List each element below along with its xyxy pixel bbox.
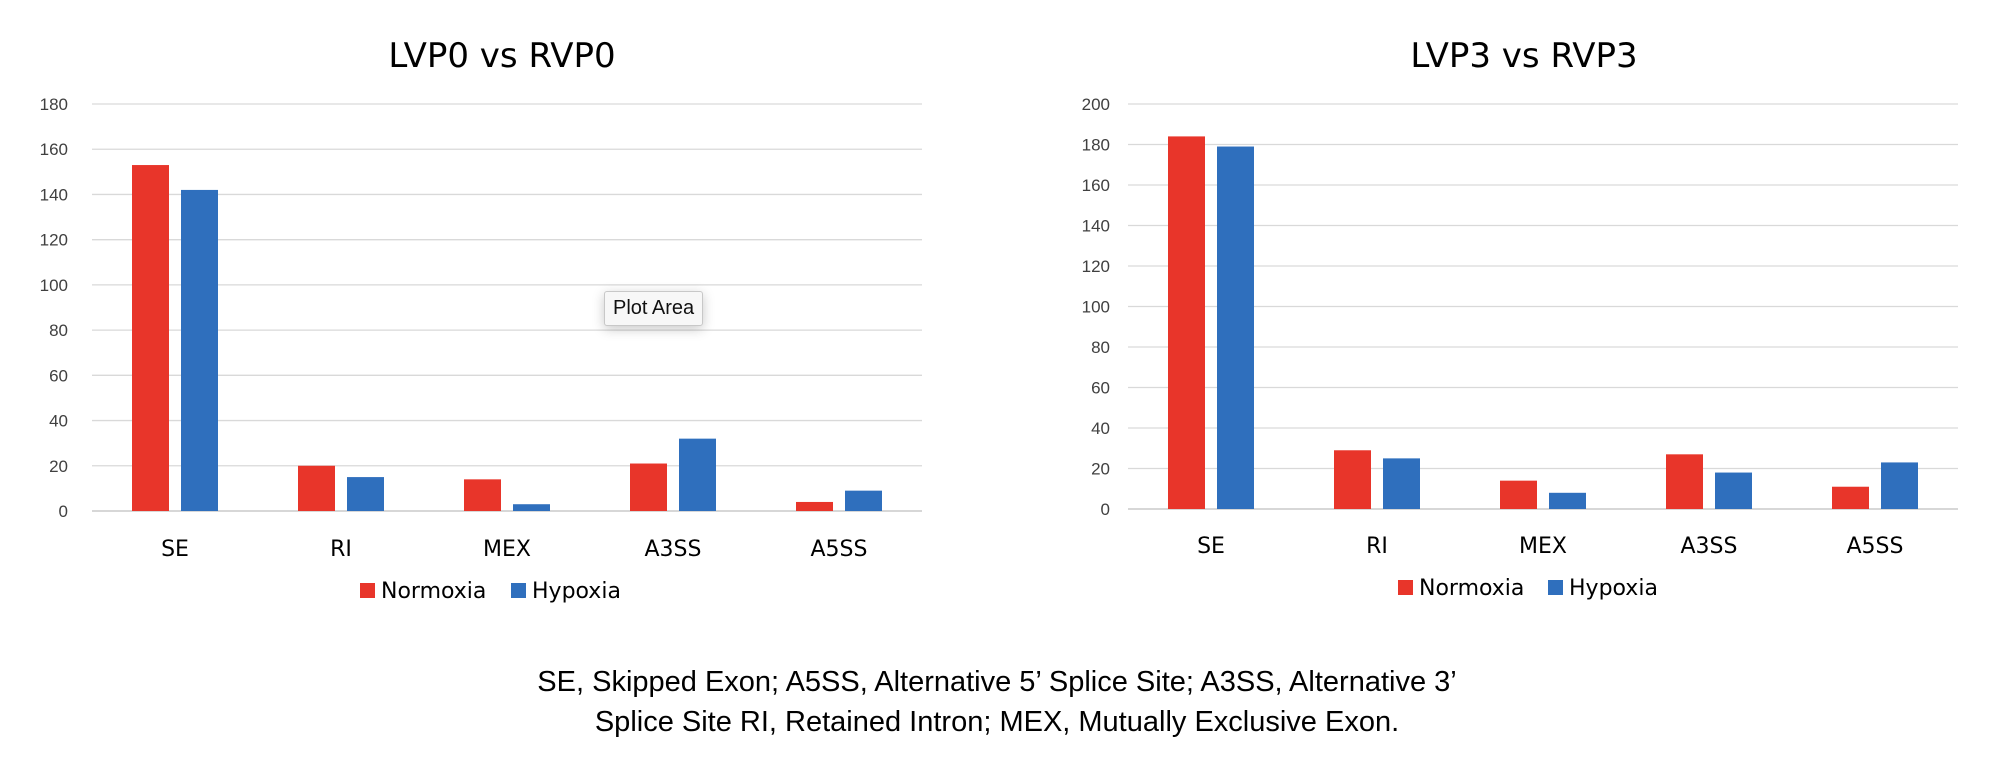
- bar-normoxia-mex[interactable]: Normoxia MEX: 14: [464, 479, 501, 511]
- caption-line-1: SE, Skipped Exon; A5SS, Alternative 5’ S…: [537, 666, 1457, 698]
- legend-swatch-normoxia: [360, 583, 375, 598]
- bar-normoxia-a5ss[interactable]: Normoxia A5SS: 4: [796, 501, 833, 511]
- x-tick-label: MEX: [483, 537, 531, 562]
- y-tick-label: 0: [1101, 500, 1110, 519]
- y-tick-label: 80: [1091, 338, 1110, 357]
- y-tick-label: 140: [1082, 217, 1110, 236]
- bar-hypoxia-ri[interactable]: Hypoxia RI: 25: [1383, 458, 1420, 509]
- chart-title: LVP3 vs RVP3: [1410, 36, 1637, 76]
- chart-lvp0-vs-rvp0[interactable]: LVP0 vs RVP0 0 20 40 60 80 100 120 140 160 180 Norm…: [0, 0, 960, 640]
- y-tick-label: 0: [59, 502, 68, 521]
- y-tick-label: 180: [1082, 136, 1110, 155]
- y-tick-label: 140: [40, 185, 68, 204]
- y-tick-label: 60: [1091, 379, 1110, 398]
- bar-hypoxia-mex[interactable]: Hypoxia MEX: 8: [1549, 492, 1586, 509]
- bar-hypoxia-ri[interactable]: Hypoxia RI: 15: [347, 477, 384, 511]
- y-tick-label: 100: [1082, 298, 1110, 317]
- x-tick-label: SE: [1197, 534, 1225, 559]
- y-tick-label: 40: [1091, 419, 1110, 438]
- bar-normoxia-a5ss[interactable]: Normoxia A5SS: 11: [1832, 486, 1869, 509]
- bar-normoxia-a3ss[interactable]: Normoxia A3SS: 21: [630, 463, 667, 511]
- y-tick-label: 60: [49, 366, 68, 385]
- bar-normoxia-mex[interactable]: Normoxia MEX: 14: [1500, 480, 1537, 509]
- chart-title: LVP0 vs RVP0: [388, 36, 615, 76]
- chart-lvp3-vs-rvp3[interactable]: LVP3 vs RVP3 0 20 40 60 80 100 120 140 160 180 200 N…: [1040, 0, 1994, 640]
- y-tick-label: 120: [1082, 257, 1110, 276]
- legend-label-normoxia: Normoxia: [1419, 576, 1524, 601]
- caption-line-2: Splice Site RI, Retained Intron; MEX, Mu…: [594, 706, 1400, 738]
- plot-area-tooltip: Plot Area: [604, 291, 704, 326]
- x-tick-label: RI: [1366, 534, 1388, 559]
- y-tick-label: 180: [40, 95, 68, 114]
- legend-label-normoxia: Normoxia: [381, 579, 486, 604]
- bar-hypoxia-a5ss[interactable]: Hypoxia A5SS: 9: [845, 490, 882, 511]
- legend-label-hypoxia: Hypoxia: [1569, 576, 1658, 601]
- bar-hypoxia-mex[interactable]: Hypoxia MEX: 3: [513, 504, 550, 511]
- bar-hypoxia-a3ss[interactable]: Hypoxia A3SS: 18: [1715, 472, 1752, 509]
- bar-normoxia-se[interactable]: Normoxia SE: 184: [1168, 136, 1205, 509]
- legend-swatch-hypoxia: [511, 583, 526, 598]
- bar-normoxia-ri[interactable]: Normoxia RI: 20: [298, 465, 335, 511]
- x-tick-label: RI: [330, 537, 352, 562]
- y-tick-label: 100: [40, 276, 68, 295]
- bar-normoxia-ri[interactable]: Normoxia RI: 29: [1334, 450, 1371, 509]
- x-tick-label: A3SS: [645, 537, 702, 562]
- y-tick-label: 40: [49, 412, 68, 431]
- y-tick-label: 160: [40, 140, 68, 159]
- y-tick-label: 200: [1082, 95, 1110, 114]
- legend-label-hypoxia: Hypoxia: [532, 579, 621, 604]
- x-tick-label: A3SS: [1681, 534, 1738, 559]
- bar-normoxia-a3ss[interactable]: Normoxia A3SS: 27: [1666, 454, 1703, 509]
- x-tick-label: A5SS: [811, 537, 868, 562]
- bar-hypoxia-se[interactable]: Hypoxia SE: 142: [181, 189, 218, 511]
- y-tick-label: 120: [40, 231, 68, 250]
- figure-caption: SE, Skipped Exon; A5SS, Alternative 5’ S…: [0, 662, 1994, 742]
- y-tick-label: 80: [49, 321, 68, 340]
- legend-swatch-hypoxia: [1548, 580, 1563, 595]
- x-tick-label: MEX: [1519, 534, 1567, 559]
- bar-hypoxia-se[interactable]: Hypoxia SE: 179: [1217, 146, 1254, 509]
- bar-hypoxia-a3ss[interactable]: Hypoxia A3SS: 32: [679, 438, 716, 511]
- y-tick-label: 20: [49, 457, 68, 476]
- x-tick-label: A5SS: [1847, 534, 1904, 559]
- legend-swatch-normoxia: [1398, 580, 1413, 595]
- y-tick-label: 160: [1082, 176, 1110, 195]
- bar-normoxia-se[interactable]: Normoxia SE: 153: [132, 165, 169, 512]
- x-tick-label: SE: [161, 537, 189, 562]
- bar-hypoxia-a5ss[interactable]: Hypoxia A5SS: 23: [1881, 462, 1918, 509]
- y-tick-label: 20: [1091, 460, 1110, 479]
